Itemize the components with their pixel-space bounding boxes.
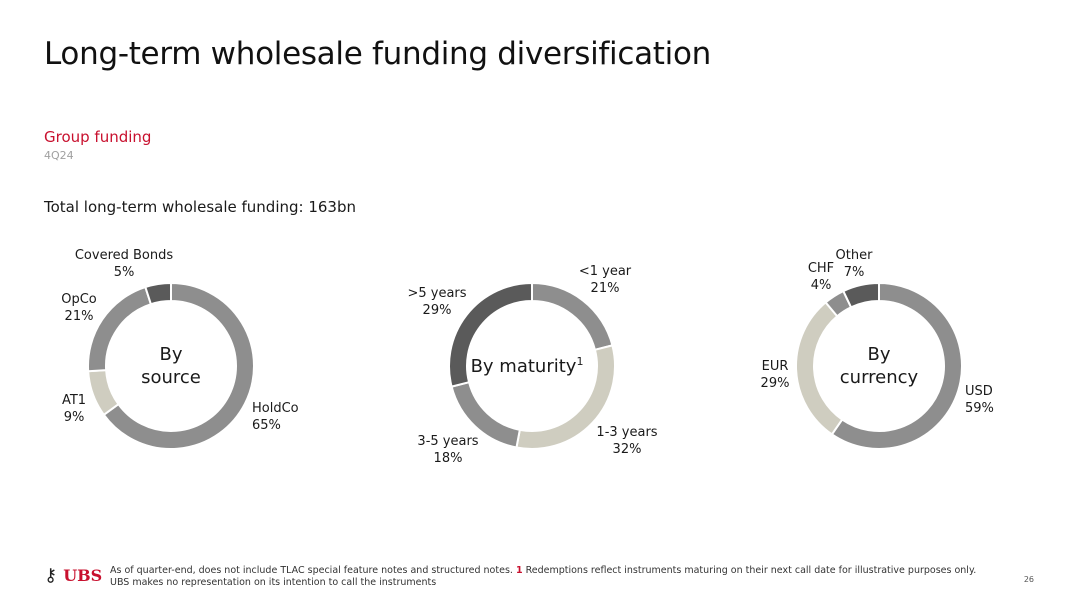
slice-opco <box>87 285 153 373</box>
slice-value-label: 4% <box>811 278 832 293</box>
slice-value-label: 5% <box>114 265 135 280</box>
footnote-number: 1 <box>515 565 523 576</box>
slice-holdco <box>102 281 255 450</box>
center-label: By <box>867 344 890 365</box>
page-title: Long-term wholesale funding diversificat… <box>44 36 711 72</box>
center-label: By <box>159 344 182 365</box>
keys-icon: ⚷ <box>44 564 58 586</box>
center-label: By maturity1 <box>471 355 584 377</box>
slice-name-label: Other <box>836 248 874 263</box>
slice-5-years <box>448 281 533 388</box>
slice-value-label: 65% <box>252 418 281 433</box>
slice-other <box>841 281 880 309</box>
slice-value-label: 29% <box>423 303 452 318</box>
slice-value-label: 59% <box>965 401 994 416</box>
slice-value-label: 32% <box>613 442 642 457</box>
slice-name-label: Covered Bonds <box>75 248 174 263</box>
slice-name-label: <1 year <box>579 264 632 279</box>
footnote-text: As of quarter-end, does not include TLAC… <box>110 565 516 576</box>
slice-name-label: >5 years <box>407 286 466 301</box>
slice-value-label: 18% <box>434 451 463 466</box>
slice-name-label: AT1 <box>62 393 86 408</box>
period-label: 4Q24 <box>44 149 74 162</box>
slice-name-label: EUR <box>762 359 789 374</box>
slice-at1 <box>87 369 120 417</box>
center-label: currency <box>840 367 919 388</box>
slice-name-label: USD <box>965 384 993 399</box>
section-heading: Group funding <box>44 128 152 146</box>
ubs-logo: ⚷ UBS <box>44 566 102 585</box>
logo-text: UBS <box>63 566 103 585</box>
slice-value-label: 29% <box>761 376 790 391</box>
footnote-marker: 1 <box>576 355 583 368</box>
center-label: source <box>141 367 201 388</box>
page-number: 26 <box>1023 575 1034 584</box>
slice-name-label: HoldCo <box>252 401 299 416</box>
slice-value-label: 21% <box>591 281 620 296</box>
slice-covered-bonds <box>144 281 172 306</box>
donut-chart-2: <1 year 21% 1-3 years 32% 3-5 years 18% >5 yea… <box>407 264 657 466</box>
slice-name-label: 3-5 years <box>417 434 478 449</box>
slice-name-label: 1-3 years <box>596 425 657 440</box>
total-funding-label: Total long-term wholesale funding: 163bn <box>44 198 356 216</box>
footnote-text-rest: Redemptions reflect instruments maturing… <box>110 565 977 588</box>
donut-chart-1: HoldCo 65% AT1 9% OpCo 21% Covered Bonds 5% Byso… <box>61 248 299 450</box>
slice-name-label: OpCo <box>61 292 97 307</box>
footnote: As of quarter-end, does not include TLAC… <box>110 565 990 589</box>
slice-value-label: 21% <box>65 309 94 324</box>
slice-name-label: CHF <box>808 261 834 276</box>
slice-value-label: 9% <box>64 410 85 425</box>
slice-value-label: 7% <box>844 265 865 280</box>
slice-eur <box>795 301 844 436</box>
